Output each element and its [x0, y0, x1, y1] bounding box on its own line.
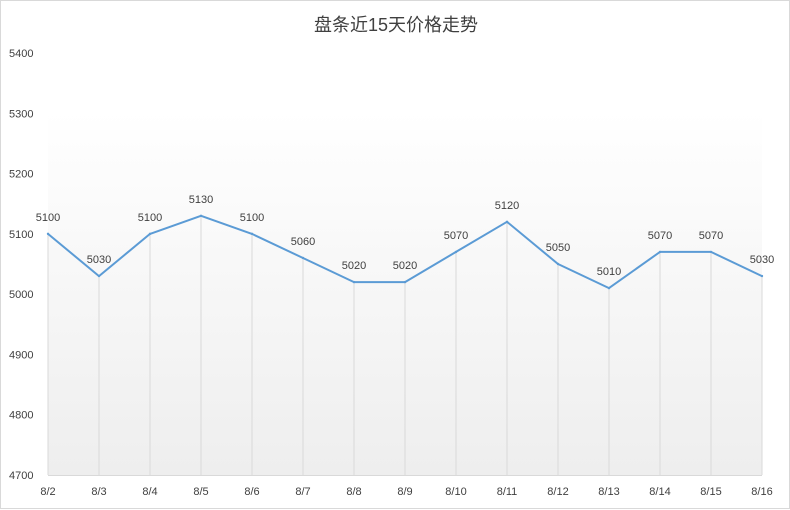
y-tick-label: 4700 — [9, 470, 33, 482]
data-point — [658, 250, 662, 254]
x-tick-label: 8/2 — [40, 486, 55, 498]
data-point — [709, 250, 713, 254]
x-tick-label: 8/7 — [295, 486, 310, 498]
x-tick-label: 8/4 — [142, 486, 157, 498]
chart-title: 盘条近15天价格走势 — [314, 15, 478, 35]
data-point — [454, 250, 458, 254]
x-tick-label: 8/16 — [751, 486, 772, 498]
data-label: 5100 — [36, 212, 60, 224]
data-label: 5020 — [342, 260, 366, 272]
data-label: 5100 — [138, 212, 162, 224]
axes: 4700 4800 4900 5000 5100 5200 5300 5400 8/2 8/3 8/… — [9, 48, 773, 498]
data-label: 5050 — [546, 242, 570, 254]
data-label: 5070 — [648, 230, 672, 242]
y-tick-label: 5000 — [9, 289, 33, 301]
x-tick-label: 8/15 — [700, 486, 721, 498]
data-label: 5070 — [699, 230, 723, 242]
x-tick-label: 8/12 — [547, 486, 568, 498]
x-tick-label: 8/14 — [649, 486, 670, 498]
data-point — [97, 274, 101, 278]
x-tick-label: 8/11 — [497, 486, 518, 498]
data-point — [403, 280, 407, 284]
data-point — [301, 256, 305, 260]
data-point — [46, 232, 50, 236]
y-tick-label: 5300 — [9, 108, 33, 120]
data-label: 5060 — [291, 236, 315, 248]
x-tick-label: 8/9 — [397, 486, 412, 498]
data-point — [199, 214, 203, 217]
data-point — [505, 220, 509, 223]
data-label: 5010 — [597, 266, 621, 278]
x-tick-label: 8/13 — [598, 486, 619, 498]
x-tick-label: 8/3 — [91, 486, 106, 498]
x-tick-label: 8/8 — [346, 486, 361, 498]
data-label: 5020 — [393, 260, 417, 272]
data-labels: 5100 5030 5100 5130 5100 5060 5020 5020 5070 5120… — [36, 194, 774, 278]
series-line-layer — [46, 214, 764, 290]
data-label: 5120 — [495, 200, 519, 212]
data-label: 5130 — [189, 194, 213, 206]
data-point — [607, 286, 611, 290]
x-tick-label: 8/6 — [244, 486, 259, 498]
y-tick-label: 5200 — [9, 169, 33, 181]
data-label: 5100 — [240, 212, 264, 224]
x-tick-label: 8/10 — [445, 486, 466, 498]
data-point — [250, 232, 254, 236]
data-point — [148, 232, 152, 236]
x-tick-label: 8/5 — [193, 486, 208, 498]
y-tick-label: 4800 — [9, 410, 33, 422]
data-point — [352, 280, 356, 284]
y-tick-label: 5400 — [9, 48, 33, 60]
data-point — [760, 274, 764, 278]
data-label: 5070 — [444, 230, 468, 242]
data-label: 5030 — [87, 254, 111, 266]
grid-lines — [47, 215, 763, 475]
y-tick-label: 4900 — [9, 349, 33, 361]
y-tick-label: 5100 — [9, 229, 33, 241]
data-point — [556, 262, 560, 266]
data-label: 5030 — [750, 254, 774, 266]
